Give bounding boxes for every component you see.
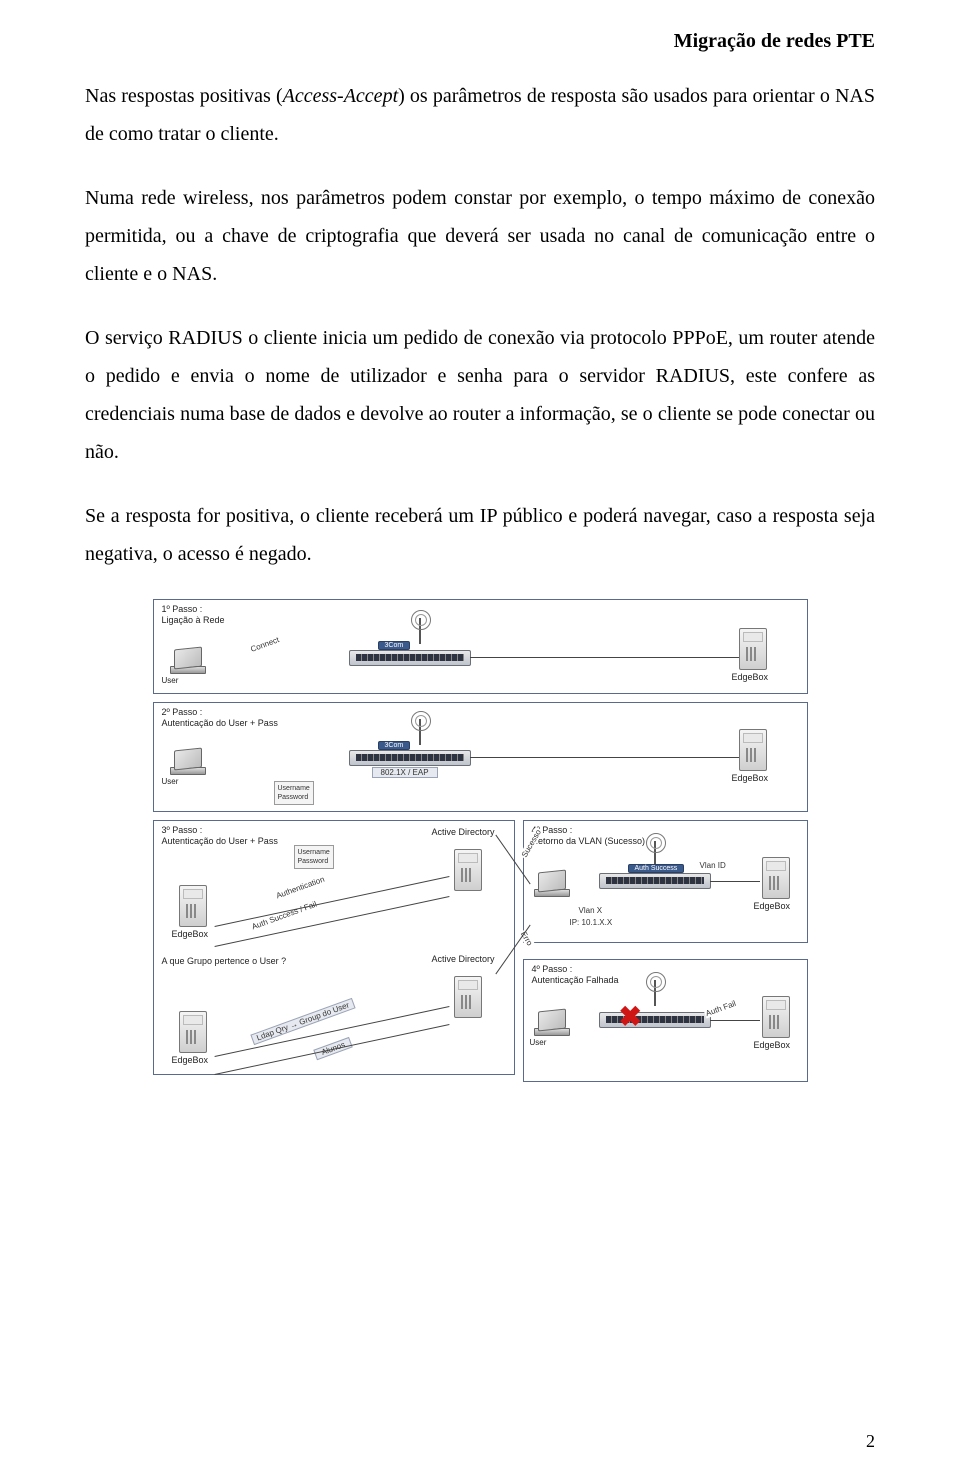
p1-a: Nas respostas positivas (: [85, 85, 283, 107]
dlg-user: Username: [298, 848, 330, 857]
page-number: 2: [866, 1431, 875, 1452]
edgebox-label: EdgeBox: [754, 1040, 791, 1050]
eap-label: 802.1X / EAP: [372, 767, 438, 778]
user-label: User: [530, 1038, 547, 1047]
running-header: Migração de redes PTE: [85, 30, 875, 53]
server-icon: [739, 628, 767, 670]
panel-step4-fail: 4º Passo : Autenticação Falhada User ✖ A…: [523, 959, 808, 1082]
edgebox-label: EdgeBox: [172, 929, 209, 939]
server-icon: [739, 729, 767, 771]
login-dialog: Username Password: [274, 781, 314, 805]
p1-italic: Access-Accept: [283, 85, 398, 107]
panel-step4-success: 4º Passo : Retorno da VLAN (Sucesso) Vla…: [523, 820, 808, 943]
ad-label-2: Active Directory: [432, 954, 495, 964]
server-icon: [454, 976, 482, 1018]
ip-text: IP: 10.1.X.X: [570, 918, 613, 927]
user-label: User: [162, 777, 179, 786]
step2-title: 2º Passo : Autenticação do User + Pass: [162, 707, 278, 730]
laptop-icon: [174, 648, 206, 674]
page: Migração de redes PTE Nas respostas posi…: [0, 0, 960, 1472]
connect-label: Connect: [248, 635, 281, 654]
switch-icon: 3Com: [349, 750, 471, 766]
cable: [710, 881, 760, 882]
step1-title: 1º Passo : Ligação à Rede: [162, 604, 225, 627]
access-point-icon: [419, 618, 421, 644]
panel-step3: 3º Passo : Autenticação do User + Pass U…: [153, 820, 515, 1075]
access-point-icon: [419, 719, 421, 745]
cable: [710, 1020, 760, 1021]
switch-icon: [599, 1012, 711, 1028]
access-point-icon: [654, 980, 656, 1006]
dlg-pass: Password: [278, 793, 310, 802]
switch-icon: Auth Success: [599, 873, 711, 889]
server-icon: [762, 857, 790, 899]
auth-label: Authentication: [274, 874, 327, 900]
panel-step1: 1º Passo : Ligação à Rede User Connect 3…: [153, 599, 808, 694]
cross-icon: ✖: [619, 1000, 642, 1033]
edgebox-label: EdgeBox: [732, 773, 769, 783]
switch-icon: 3Com: [349, 650, 471, 666]
login-dialog: Username Password: [294, 845, 334, 869]
auth-ok-tag: Auth Success: [628, 864, 685, 873]
step4s-title: 4º Passo : Retorno da VLAN (Sucesso): [532, 825, 646, 848]
server-icon: [762, 996, 790, 1038]
edgebox-label-2: EdgeBox: [172, 1055, 209, 1065]
cable: [214, 876, 449, 927]
step3-title: 3º Passo : Autenticação do User + Pass: [162, 825, 278, 848]
radius-diagram: 1º Passo : Ligação à Rede User Connect 3…: [153, 599, 808, 1090]
right-column: 4º Passo : Retorno da VLAN (Sucesso) Vla…: [523, 820, 808, 1090]
cable: [470, 757, 740, 758]
step4s-s: Retorno da VLAN (Sucesso): [532, 836, 646, 846]
authfail-label: Auth Fail: [703, 999, 738, 1019]
step3-question: A que Grupo pertence o User ?: [162, 956, 287, 967]
step4f-t: 4º Passo :: [532, 964, 573, 974]
server-icon: [179, 885, 207, 927]
laptop-icon: [538, 871, 570, 897]
panel-row: 3º Passo : Autenticação do User + Pass U…: [153, 820, 808, 1090]
step1-s: Ligação à Rede: [162, 615, 225, 625]
dlg-pass: Password: [298, 857, 330, 866]
step3-s: Autenticação do User + Pass: [162, 836, 278, 846]
panel-step2: 2º Passo : Autenticação do User + Pass U…: [153, 702, 808, 812]
ad-label: Active Directory: [432, 827, 495, 837]
cable: [470, 657, 740, 658]
edgebox-label: EdgeBox: [754, 901, 791, 911]
dlg-user: Username: [278, 784, 310, 793]
paragraph-4: Se a resposta for positiva, o cliente re…: [85, 497, 875, 573]
cable: [214, 896, 449, 947]
user-label: User: [162, 676, 179, 685]
step4f-title: 4º Passo : Autenticação Falhada: [532, 964, 619, 987]
step2-s: Autenticação do User + Pass: [162, 718, 278, 728]
step3-t: 3º Passo :: [162, 825, 203, 835]
laptop-icon: [538, 1010, 570, 1036]
step4f-s: Autenticação Falhada: [532, 975, 619, 985]
laptop-icon: [174, 749, 206, 775]
server-icon: [179, 1011, 207, 1053]
step2-t: 2º Passo :: [162, 707, 203, 717]
vlanid-label: Vlan ID: [699, 861, 727, 870]
edgebox-label: EdgeBox: [732, 672, 769, 682]
vlan-text: Vlan X: [579, 906, 603, 915]
paragraph-3: O serviço RADIUS o cliente inicia um ped…: [85, 319, 875, 471]
step1-t: 1º Passo :: [162, 604, 203, 614]
paragraph-2: Numa rede wireless, nos parâmetros podem…: [85, 179, 875, 293]
paragraph-1: Nas respostas positivas (Access-Accept) …: [85, 77, 875, 153]
server-icon: [454, 849, 482, 891]
